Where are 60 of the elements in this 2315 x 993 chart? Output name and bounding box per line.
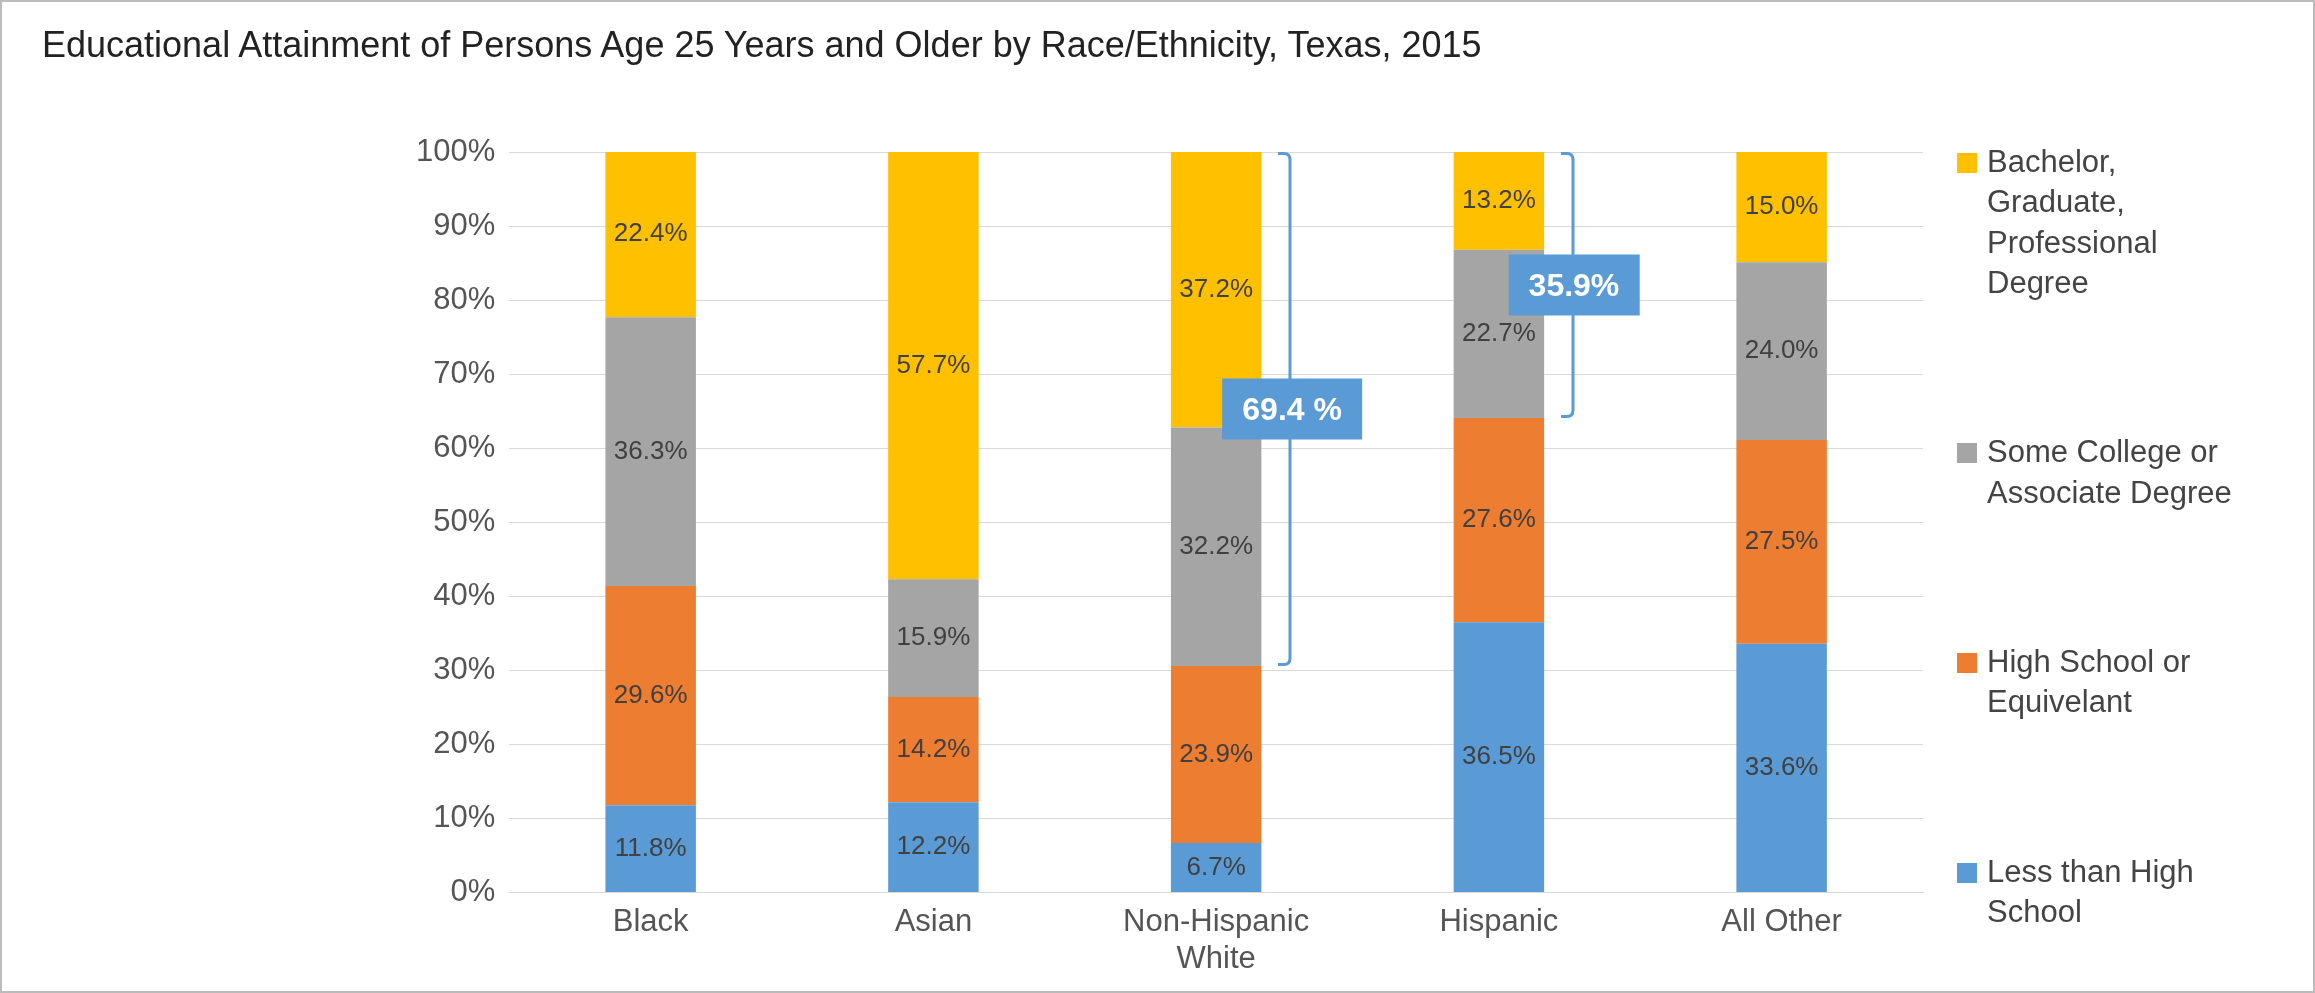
y-tick-label: 0% [450,873,496,909]
data-label: 23.9% [1179,737,1254,768]
chart-title: Educational Attainment of Persons Age 25 Years and Older by Race/Ethnicity, Texas, 2015 [42,24,1482,66]
data-label: 12.2% [896,830,971,861]
bar [1736,643,1827,893]
x-tick-label: All Other [1721,902,1842,938]
legend-label: Some College or Associate Degree [1987,433,2233,512]
y-tick-label: 80% [433,280,496,316]
bar [1170,665,1262,843]
bar [888,579,979,698]
bar [1453,417,1545,623]
x-tick-label: Non-Hispanic White [1123,902,1310,975]
bar [1453,152,1545,250]
bar [605,317,696,586]
y-tick-label: 90% [433,206,496,242]
legend-label: Bachelor, Graduate, Professional Degree [1987,143,2159,302]
y-tick-label: 70% [433,354,496,390]
x-tick-label: Hispanic [1439,902,1559,938]
annotation: 69.4 % [1222,378,1362,440]
y-tick-label: 10% [433,799,496,835]
data-label: 22.4% [613,217,688,248]
x-tick-label: Asian [894,902,973,938]
bar [1453,622,1545,893]
data-label: 29.6% [613,678,688,709]
data-label: 37.2% [1179,272,1254,303]
y-tick-label: 40% [433,576,496,612]
data-label: 15.9% [896,621,971,652]
bar [1736,262,1827,441]
y-tick-label: 20% [433,725,496,761]
data-label: 27.5% [1744,525,1819,556]
data-label: 24.0% [1744,334,1819,365]
bar [1736,440,1827,644]
legend-label: Less than High School [1987,853,2195,932]
y-tick-label: 100% [415,132,496,168]
data-label: 6.7% [1186,850,1246,881]
bar [605,805,696,893]
bar [888,152,979,580]
y-tick-label: 30% [433,650,496,686]
y-tick-label: 50% [433,502,496,538]
data-label: 14.2% [896,732,971,763]
annotation: 35.9% [1508,254,1640,316]
bar [888,697,979,803]
x-tick-label: Black [612,902,690,938]
legend-label: High School or Equivelant [1987,643,2192,722]
data-label: 57.7% [896,348,971,379]
bar [605,152,696,318]
data-label: 22.7% [1462,316,1536,347]
data-label: 33.6% [1744,751,1819,782]
bar [605,585,696,806]
data-label: 13.2% [1462,184,1536,215]
data-label: 32.2% [1179,529,1254,560]
bar [1170,427,1262,666]
bar [1736,152,1827,263]
data-label: 36.5% [1462,740,1536,771]
y-tick-label: 60% [433,428,496,464]
bar [888,802,979,893]
data-label: 36.3% [613,434,688,465]
data-label: 15.0% [1744,189,1819,220]
data-label: 27.6% [1462,503,1536,534]
data-label: 11.8% [614,831,687,862]
